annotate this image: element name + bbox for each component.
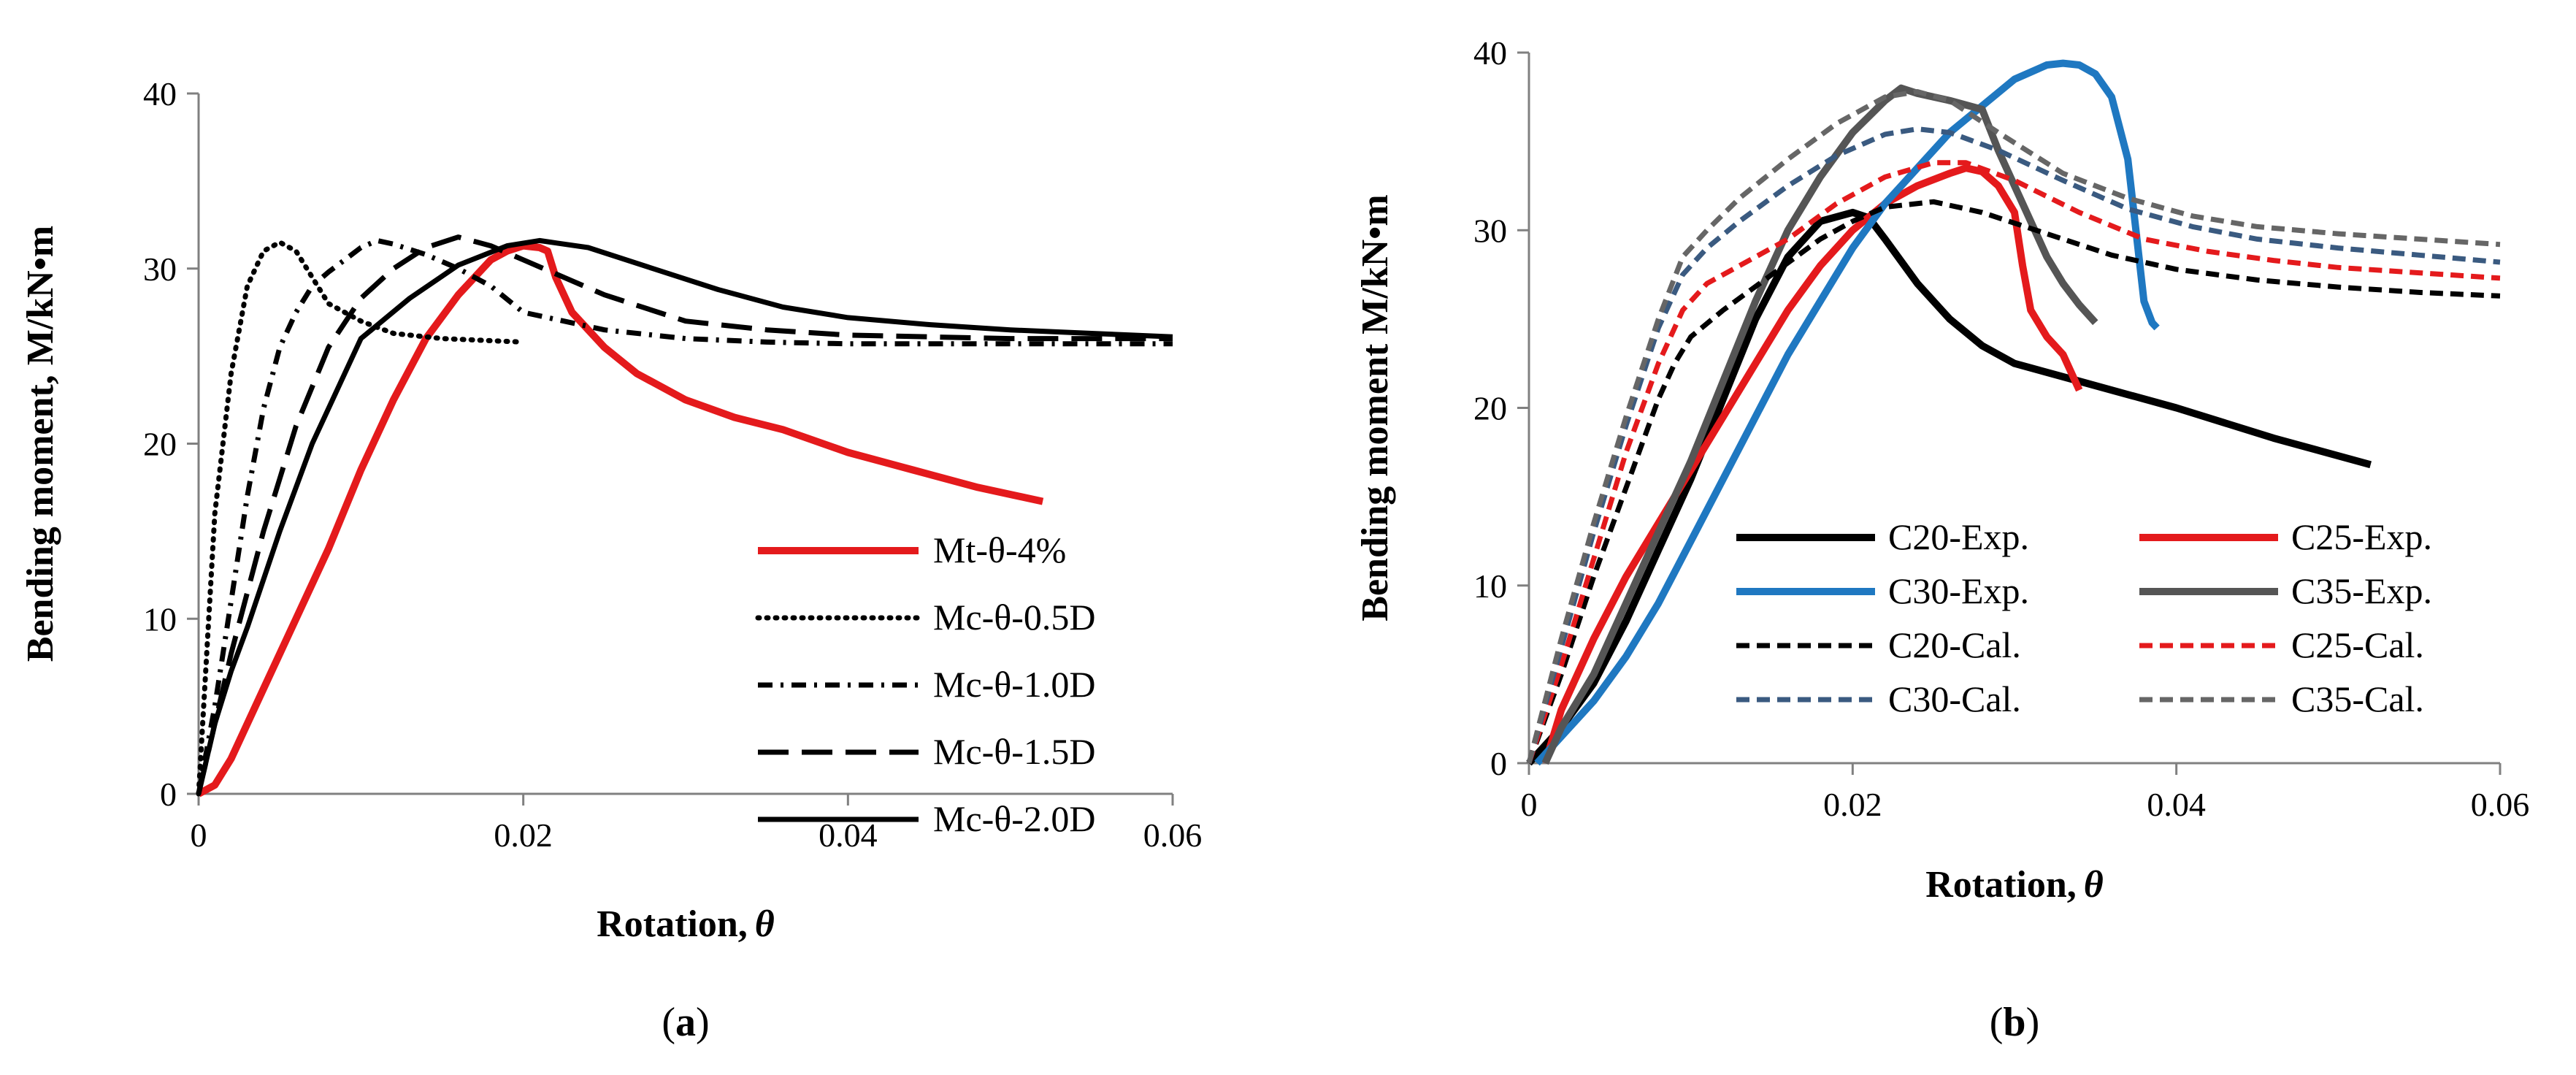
legend-label-mc-theta-2-0d: Mc-θ-2.0D <box>933 798 1096 839</box>
legend-label-c35-cal: C35-Cal. <box>2291 678 2424 719</box>
y-tick-label: 30 <box>143 250 177 288</box>
panel-caption: (b) <box>1990 1000 2039 1045</box>
y-tick-label: 30 <box>1473 212 1507 249</box>
legend-label-mt-theta-4pct: Mt-θ-4% <box>933 529 1066 570</box>
x-tick-label: 0.06 <box>1143 816 1203 854</box>
series-line-mc-theta-1-0d <box>196 237 1173 795</box>
series-line-mc-theta-1-5d <box>196 234 1173 795</box>
caption-close-paren: ) <box>696 1000 710 1045</box>
legend-label-c35-exp: C35-Exp. <box>2291 570 2432 611</box>
x-tick-label: 0.02 <box>1823 786 1882 823</box>
legend-label-c20-exp: C20-Exp. <box>1888 516 2029 557</box>
series-line-c35-cal <box>1526 89 2501 764</box>
caption-close-paren: ) <box>2026 1000 2040 1045</box>
legend-label-c25-cal: C25-Cal. <box>2291 624 2424 665</box>
y-tick-label: 10 <box>143 600 177 638</box>
chart-panel-b: 0 0.02 0.04 0.06 0 10 20 30 40 Rotation, θ Bending … <box>1354 34 2529 1045</box>
chart-panel-a: 0 0.02 0.04 0.06 0 10 20 30 40 Rotation, θ Bending … <box>20 75 1202 1045</box>
y-axis-label: Bending moment M/kN•m <box>1354 194 1396 621</box>
x-tick-label: 0.04 <box>2147 786 2206 823</box>
x-axis-label-symbol: θ <box>2084 864 2104 906</box>
series-line-mt-theta-4pct <box>196 242 1044 797</box>
series-line-mc-theta-2-0d <box>196 237 1173 795</box>
caption-open-paren: ( <box>1990 1000 2004 1045</box>
y-tick-label: 40 <box>1473 34 1507 72</box>
series-line-mc-theta-0-5d <box>196 240 526 797</box>
legend-label-c25-exp: C25-Exp. <box>2291 516 2432 557</box>
x-tick-label: 0.04 <box>819 816 878 854</box>
y-tick-label: 20 <box>143 426 177 463</box>
panel-caption: (a) <box>662 1000 709 1045</box>
x-tick-label: 0.02 <box>494 816 553 854</box>
series-line-c25-cal <box>1526 160 2501 765</box>
series-line-c30-exp <box>1534 59 2160 766</box>
caption-letter: b <box>2003 1000 2025 1045</box>
legend-label-c30-exp: C30-Exp. <box>1888 570 2029 611</box>
y-tick-label: 0 <box>1490 745 1507 782</box>
x-axis-label-text: Rotation, <box>1925 864 2077 906</box>
legend-label-mc-theta-0-5d: Mc-θ-0.5D <box>933 597 1096 638</box>
legend-label-c30-cal: C30-Cal. <box>1888 678 2021 719</box>
y-tick-label: 20 <box>1473 390 1507 427</box>
legend-label-c20-cal: C20-Cal. <box>1888 624 2021 665</box>
series-line-c25-exp <box>1541 164 2083 765</box>
y-tick-label: 0 <box>160 776 177 813</box>
legend-label-mc-theta-1-0d: Mc-θ-1.0D <box>933 664 1096 705</box>
series-line-c20-cal <box>1526 199 2501 765</box>
series-line-c35-exp <box>1541 84 2098 765</box>
y-tick-label: 10 <box>1473 567 1507 605</box>
x-tick-label: 0.06 <box>2471 786 2530 823</box>
x-tick-label: 0 <box>1521 786 1538 823</box>
x-axis-label: Rotation, θ <box>1925 864 2104 906</box>
series-line-c20-exp <box>1526 208 2372 766</box>
legend: C20-Exp. C25-Exp. C30-Exp. C35-Exp. C20-Cal.… <box>1736 516 2432 719</box>
x-axis-label-text: Rotation, <box>597 903 748 945</box>
series-line-c30-cal <box>1526 126 2501 764</box>
x-axis-label-symbol: θ <box>755 903 775 945</box>
legend-label-mc-theta-1-5d: Mc-θ-1.5D <box>933 731 1096 772</box>
caption-open-paren: ( <box>662 1000 675 1045</box>
legend: Mt-θ-4% Mc-θ-0.5D Mc-θ-1.0D Mc-θ-1.5D Mc-θ-2… <box>755 529 1096 839</box>
x-axis-label: Rotation, θ <box>597 903 775 945</box>
y-axis-label: Bending moment, M/kN•m <box>20 226 61 662</box>
caption-letter: a <box>675 1000 696 1045</box>
y-tick-label: 40 <box>143 75 177 112</box>
x-tick-label: 0 <box>191 816 207 854</box>
